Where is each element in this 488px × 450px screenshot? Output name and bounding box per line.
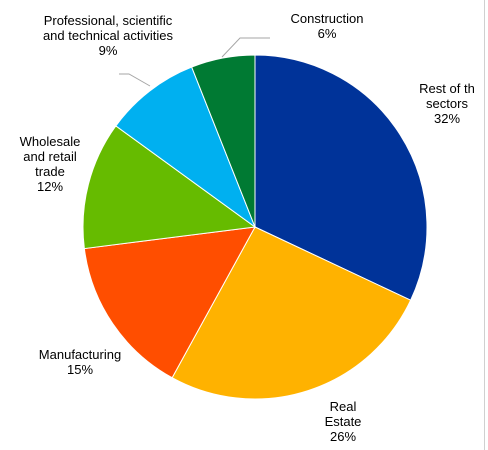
slice-value-label: 6% — [318, 26, 337, 41]
pie-slice — [254, 54, 428, 301]
slice-label: Real Estate 26% — [325, 399, 362, 444]
slice-label: Manufacturing 15% — [39, 347, 121, 377]
slice-label: Professional, scientific and technical ac… — [43, 13, 174, 58]
slice-name-label: Wholesale — [20, 134, 81, 149]
slice-name-label: Construction — [291, 11, 364, 26]
slice-name-label: Estate — [325, 414, 362, 429]
slice-value-label: 15% — [67, 362, 93, 377]
slice-name-label: Real — [330, 399, 357, 414]
slice-value-label: 9% — [99, 43, 118, 58]
slice-label: Wholesale and retail trade 12% — [20, 134, 81, 194]
slice-name-label: and technical activities — [43, 28, 174, 43]
slice-labels: Rest of th sectors 32% Real Estate 26% Manufac… — [20, 11, 475, 444]
leader-lines — [119, 37, 270, 87]
slice-value-label: 32% — [434, 111, 460, 126]
slice-label: Rest of th sectors 32% — [419, 81, 475, 126]
slice-name-label: Manufacturing — [39, 347, 121, 362]
leader-line — [119, 73, 151, 87]
slice-name-label: sectors — [426, 96, 468, 111]
pie-slice — [191, 54, 256, 228]
pie-slice — [82, 125, 257, 250]
slice-label: Construction 6% — [291, 11, 364, 41]
pie-slice — [83, 226, 256, 379]
pie-slice — [115, 66, 257, 229]
slice-value-label: 26% — [330, 429, 356, 444]
slice-value-label: 12% — [37, 179, 63, 194]
slice-name-label: Professional, scientific — [44, 13, 173, 28]
leader-line — [221, 37, 270, 58]
pie-slices — [82, 54, 428, 400]
slice-name-label: trade — [35, 164, 65, 179]
slice-name-label: Rest of th — [419, 81, 475, 96]
slice-name-label: and retail — [23, 149, 77, 164]
